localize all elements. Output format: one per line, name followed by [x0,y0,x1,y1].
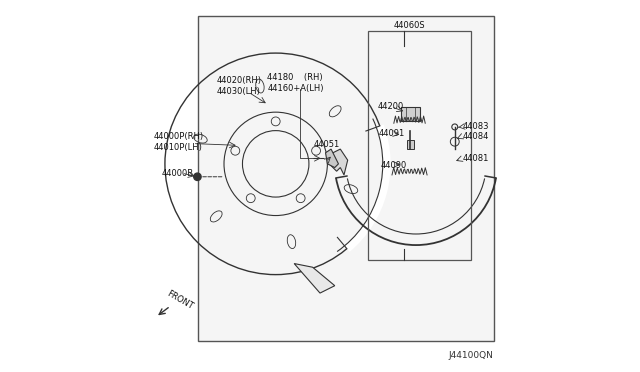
Text: 44090: 44090 [381,161,407,170]
Text: 44081: 44081 [462,154,488,163]
Text: 44051: 44051 [314,140,340,149]
Bar [198,16,493,341]
Text: 44020(RH)
44030(LH): 44020(RH) 44030(LH) [216,76,262,96]
Text: 44083: 44083 [462,122,489,131]
Text: 44060S: 44060S [394,21,426,30]
Text: 44180    (RH)
44160+A(LH): 44180 (RH) 44160+A(LH) [268,73,324,93]
Polygon shape [326,149,339,167]
Bar [401,107,420,121]
Text: J44100QN: J44100QN [449,350,493,359]
Polygon shape [329,149,348,175]
Text: 44000B: 44000B [161,169,193,177]
Text: 44200: 44200 [377,102,403,111]
Text: 44091: 44091 [379,129,405,138]
Text: FRONT: FRONT [165,289,195,311]
Polygon shape [294,263,335,293]
Bar [407,140,414,149]
Text: 44084: 44084 [462,132,488,141]
Circle shape [194,173,201,180]
Text: 44000P(RH)
44010P(LH): 44000P(RH) 44010P(LH) [154,132,204,153]
Bar [368,31,472,260]
